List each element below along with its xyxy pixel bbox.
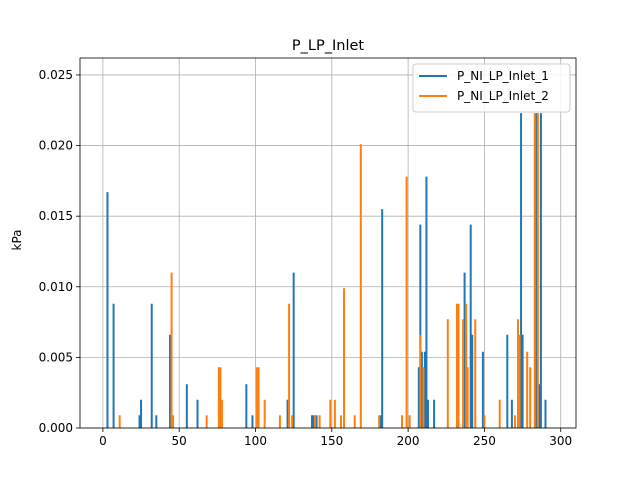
y-tick-label: 0.025: [39, 68, 73, 82]
y-tick-label: 0.000: [39, 421, 73, 435]
y-tick-label: 0.015: [39, 209, 73, 223]
y-axis: 0.000 0.005 0.010 0.015 0.020 0.025: [39, 68, 80, 435]
x-tick-label: 0: [99, 434, 107, 448]
chart-title: P_LP_Inlet: [292, 38, 364, 54]
x-tick-label: 200: [397, 434, 420, 448]
x-tick-label: 250: [473, 434, 496, 448]
x-tick-label: 300: [549, 434, 572, 448]
x-axis: 0 50 100 150 200 250 300: [99, 428, 572, 448]
legend-label: P_NI_LP_Inlet_2: [457, 89, 549, 103]
series-1: [106, 113, 547, 428]
y-tick-label: 0.010: [39, 280, 73, 294]
legend-label: P_NI_LP_Inlet_1: [457, 69, 549, 83]
y-tick-label: 0.020: [39, 139, 73, 153]
plot-area: [106, 113, 547, 428]
series-2: [118, 113, 539, 428]
x-tick-label: 50: [172, 434, 187, 448]
y-axis-label: kPa: [10, 230, 24, 251]
x-tick-label: 100: [244, 434, 267, 448]
y-tick-label: 0.005: [39, 350, 73, 364]
legend: P_NI_LP_Inlet_1 P_NI_LP_Inlet_2: [412, 63, 571, 113]
legend-box: [412, 63, 571, 113]
axes-frame: [79, 57, 577, 429]
x-tick-label: 150: [320, 434, 343, 448]
